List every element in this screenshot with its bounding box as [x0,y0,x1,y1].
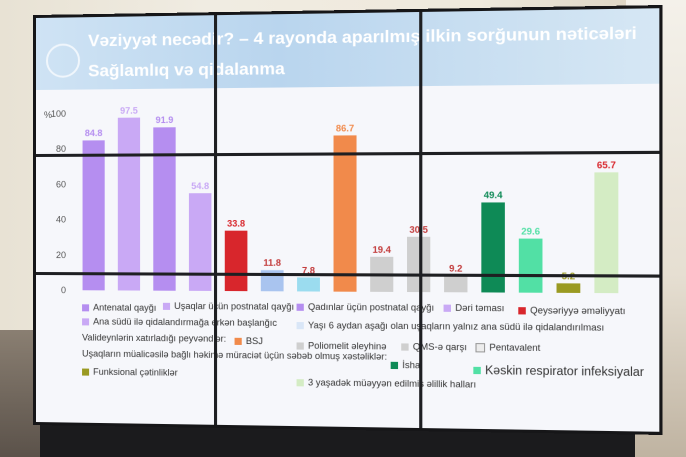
legend-item-qeysar: Qeysəriyyə əməliyyatı [518,305,625,316]
legend-item-yasi6: Yaşı 6 aydan aşağı olan uşaqların yalnız… [297,320,605,333]
logo-icon [46,43,80,77]
data-label: 33.8 [227,218,245,228]
data-label: 91.9 [156,115,174,125]
legend-item-ana-sudu: Ana südü ilə qidalandırmağa erkən başlan… [82,316,277,328]
bar [444,276,467,293]
bar [481,202,505,292]
legend-item-bsj: BSJ [235,336,263,346]
bar [557,283,581,293]
data-label: 19.4 [373,244,391,254]
data-label: 49.4 [484,190,503,200]
bar [225,231,248,291]
legend-heading-peyvend: Valideynlərin xatırladığı peyvəndlər: [82,332,226,343]
y-tick-label: 40 [56,215,66,225]
legend-item-penta: Pentavalent [475,342,540,353]
slide-header: Vəziyyət necədir? – 4 rayonda aparılmış … [36,8,659,90]
data-label: 11.8 [263,258,281,268]
bar [334,135,357,291]
y-tick-label: 0 [61,285,66,295]
legend-item-qms: QMS-ə qarşı [401,341,467,352]
bar [189,193,212,291]
slide-subtitle: Sağlamlıq və qidalanma [88,59,285,81]
legend-heading-xestelik: Uşaqların müalicəsilə bağlı həkimə mürac… [82,348,387,361]
y-tick-label: 100 [51,109,66,119]
legend-item-aliliq: 3 yaşadək müəyyən edilmiş əlillik hallar… [297,377,477,389]
y-tick-label: 20 [56,250,66,260]
bar [297,277,320,291]
panel-seam [419,12,422,428]
data-label: 84.8 [85,128,103,138]
legend-item-kaskin: Kəskin respirator infeksiyalar [473,365,644,379]
legend-item-qadinlar-postnatal: Qadınlar üçün postnatal qayğı [297,302,435,313]
bar [83,140,105,290]
legend-item-antenatal: Antenatal qayğı [82,302,156,313]
data-label: 86.7 [336,123,354,133]
bar-chart: %02040608010084.897.591.954.833.811.87.8… [36,84,659,304]
chart-legend: Antenatal qayğı Uşaqlar üçün postnatal q… [36,296,659,432]
legend-item-deri: Dəri təması [444,303,505,314]
legend-item-funksional: Funksional çətinliklər [82,367,178,378]
y-tick-label: 60 [56,179,66,189]
data-label: 29.6 [521,226,540,236]
bar [118,118,140,291]
bar [153,127,175,290]
y-tick-label: 80 [56,144,66,154]
panel-seam [214,15,217,425]
video-wall-screen: Vəziyyət necədir? – 4 rayonda aparılmış … [36,8,659,432]
bar [519,239,543,293]
legend-item-ishal: İshal [391,360,423,371]
slide-title: Vəziyyət necədir? – 4 rayonda aparılmış … [88,23,637,51]
data-label: 9.2 [449,263,462,273]
legend-item-usaqlar-postnatal: Uşaqlar üçün postnatal qayğı [163,301,294,312]
data-label: 97.5 [120,105,138,115]
data-label: 54.8 [191,181,209,191]
data-label: 65.7 [597,160,616,171]
